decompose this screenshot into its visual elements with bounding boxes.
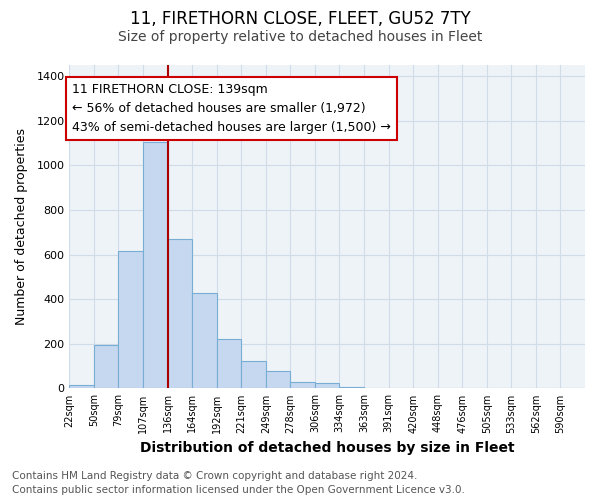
Y-axis label: Number of detached properties: Number of detached properties <box>15 128 28 325</box>
X-axis label: Distribution of detached houses by size in Fleet: Distribution of detached houses by size … <box>140 441 514 455</box>
Text: Size of property relative to detached houses in Fleet: Size of property relative to detached ho… <box>118 30 482 44</box>
Bar <box>290 382 315 388</box>
Bar <box>266 372 290 388</box>
Bar <box>167 239 192 388</box>
Text: 11 FIRETHORN CLOSE: 139sqm
← 56% of detached houses are smaller (1,972)
43% of s: 11 FIRETHORN CLOSE: 139sqm ← 56% of deta… <box>72 83 391 134</box>
Bar <box>192 292 217 388</box>
Bar <box>118 252 143 388</box>
Text: 11, FIRETHORN CLOSE, FLEET, GU52 7TY: 11, FIRETHORN CLOSE, FLEET, GU52 7TY <box>130 10 470 28</box>
Bar <box>94 346 118 389</box>
Bar <box>217 339 241 388</box>
Bar <box>315 383 340 388</box>
Bar <box>70 385 94 388</box>
Bar <box>143 142 167 388</box>
Bar <box>241 361 266 388</box>
Text: Contains HM Land Registry data © Crown copyright and database right 2024.
Contai: Contains HM Land Registry data © Crown c… <box>12 471 465 495</box>
